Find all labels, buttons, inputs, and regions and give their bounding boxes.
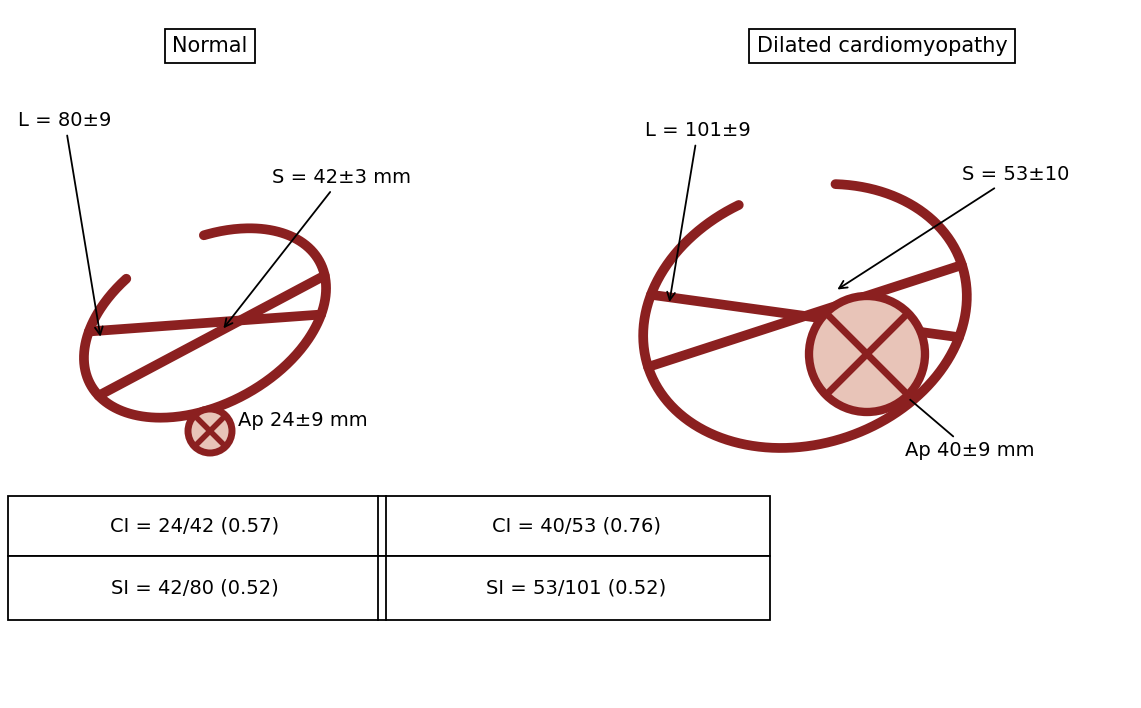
Text: L = 101±9: L = 101±9	[645, 121, 751, 300]
Text: CI = 24/42 (0.57): CI = 24/42 (0.57)	[111, 517, 280, 535]
Circle shape	[809, 296, 925, 412]
Text: SI = 53/101 (0.52): SI = 53/101 (0.52)	[486, 578, 666, 598]
Text: CI = 40/53 (0.76): CI = 40/53 (0.76)	[492, 517, 661, 535]
Bar	[8, 556, 770, 620]
Text: Ap 40±9 mm: Ap 40±9 mm	[881, 375, 1035, 460]
Circle shape	[188, 409, 232, 453]
Bar	[8, 496, 770, 556]
Text: S = 53±10: S = 53±10	[839, 165, 1069, 288]
Text: L = 80±9: L = 80±9	[18, 111, 112, 335]
Text: Ap 24±9 mm: Ap 24±9 mm	[226, 411, 367, 435]
Text: S = 42±3 mm: S = 42±3 mm	[225, 168, 411, 327]
Text: Dilated cardiomyopathy: Dilated cardiomyopathy	[756, 36, 1008, 56]
Text: Normal: Normal	[172, 36, 248, 56]
Text: SI = 42/80 (0.52): SI = 42/80 (0.52)	[111, 578, 278, 598]
